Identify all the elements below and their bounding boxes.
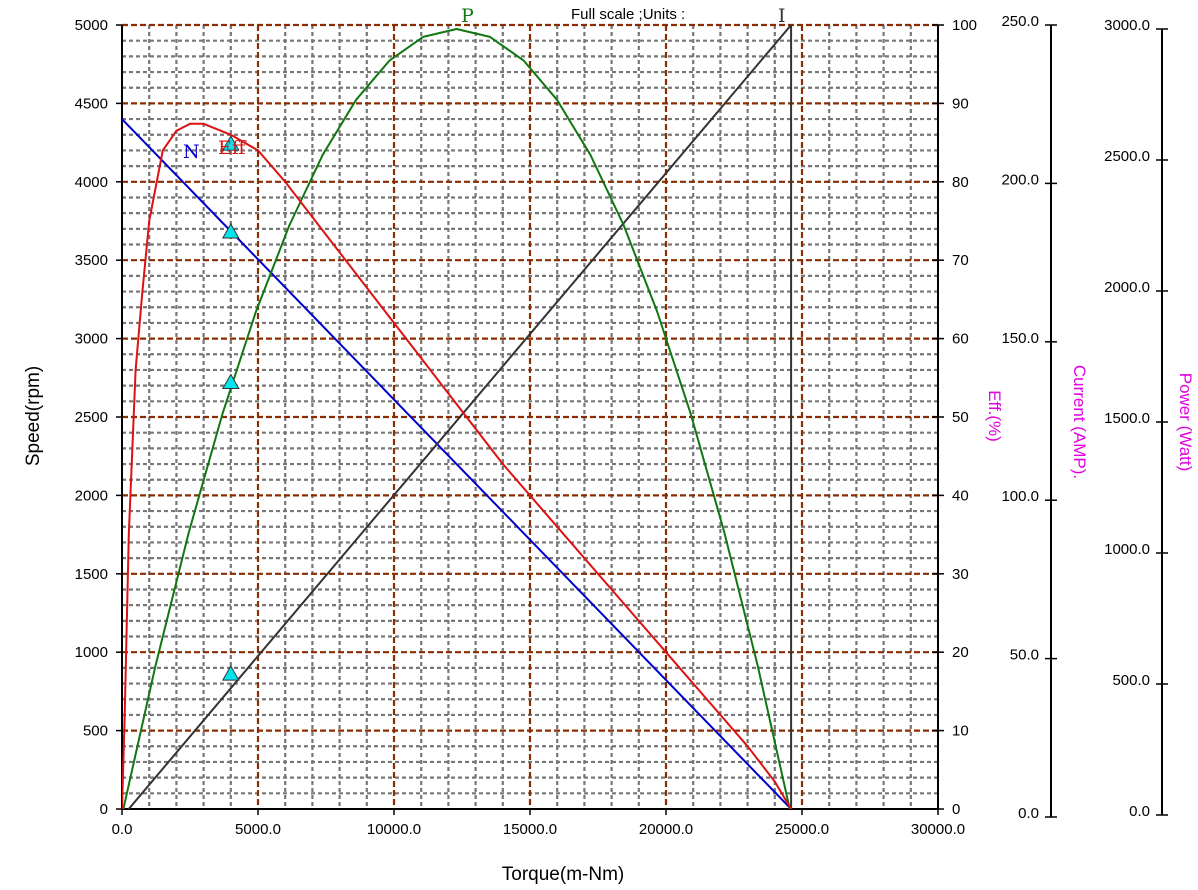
x-tick-label: 0.0 — [112, 821, 133, 838]
current-tick-label: 50.0 — [1010, 647, 1039, 664]
power-tick-label: 2000.0 — [1104, 279, 1150, 296]
power-tick-label: 0.0 — [1129, 803, 1150, 820]
series-line-eff — [122, 122, 792, 809]
x-tick-label: 15000.0 — [503, 821, 557, 838]
power-axis-title: Power (Watt) — [1176, 373, 1195, 472]
eff-tick-label: 50 — [952, 409, 969, 426]
eff-tick-label: 40 — [952, 487, 969, 504]
series-label-eff: Eff — [218, 137, 247, 159]
power-tick-label: 2500.0 — [1104, 148, 1150, 165]
eff-tick-label: 30 — [952, 566, 969, 583]
x-tick-label: 30000.0 — [911, 821, 965, 838]
speed-tick-label: 500 — [83, 723, 108, 740]
current-tick-label: 100.0 — [1001, 488, 1039, 505]
power-tick-label: 3000.0 — [1104, 17, 1150, 34]
speed-tick-label: 4500 — [75, 95, 108, 112]
labels: N I P Eff — [183, 5, 786, 163]
eff-tick-label: 10 — [952, 723, 969, 740]
power-tick-label: 1000.0 — [1104, 541, 1150, 558]
eff-tick-label: 100 — [952, 17, 977, 34]
x-tick-label: 25000.0 — [775, 821, 829, 838]
speed-tick-label: 1500 — [75, 566, 108, 583]
current-axis-title: Current (AMP). — [1070, 365, 1089, 479]
speed-tick-label: 2000 — [75, 487, 108, 504]
power-tick-label: 500.0 — [1112, 672, 1150, 689]
chart-header: Full scale ;Units : — [571, 6, 685, 23]
power-tick-label: 1500.0 — [1104, 410, 1150, 427]
current-tick-label: 150.0 — [1001, 330, 1039, 347]
speed-tick-label: 2500 — [75, 409, 108, 426]
axes: 0.0 5000.0 10000.0 15000.0 20000.0 25000.0 300… — [75, 13, 1168, 838]
eff-tick-label: 90 — [952, 95, 969, 112]
speed-tick-label: 5000 — [75, 17, 108, 34]
x-tick-label: 10000.0 — [367, 821, 421, 838]
eff-tick-label: 20 — [952, 644, 969, 661]
series-label-n: N — [183, 141, 200, 163]
eff-tick-label: 70 — [952, 252, 969, 269]
speed-tick-label: 3500 — [75, 252, 108, 269]
series-label-p: P — [461, 5, 474, 27]
eff-tick-label: 0 — [952, 801, 960, 818]
grid — [122, 23, 938, 809]
speed-tick-label: 3000 — [75, 331, 108, 348]
marker-eff — [221, 135, 240, 151]
eff-tick-label: 60 — [952, 331, 969, 348]
current-tick-label: 200.0 — [1001, 171, 1039, 188]
x-tick-label: 5000.0 — [235, 821, 281, 838]
speed-axis-title: Speed(rpm) — [23, 366, 44, 466]
x-axis-title: Torque(m-Nm) — [502, 864, 624, 885]
marker-n — [221, 222, 240, 239]
marker-i — [221, 665, 240, 681]
current-tick-label: 250.0 — [1001, 13, 1039, 30]
series-label-i: I — [778, 5, 786, 27]
speed-tick-label: 1000 — [75, 644, 108, 661]
speed-tick-label: 0 — [100, 801, 108, 818]
marker-p — [221, 373, 240, 390]
eff-axis-title: Eff.(%) — [985, 390, 1004, 442]
x-tick-label: 20000.0 — [639, 821, 693, 838]
series-line-i — [127, 25, 793, 809]
eff-tick-label: 80 — [952, 174, 969, 191]
speed-tick-label: 4000 — [75, 174, 108, 191]
current-tick-label: 0.0 — [1018, 805, 1039, 822]
markers — [221, 135, 240, 681]
